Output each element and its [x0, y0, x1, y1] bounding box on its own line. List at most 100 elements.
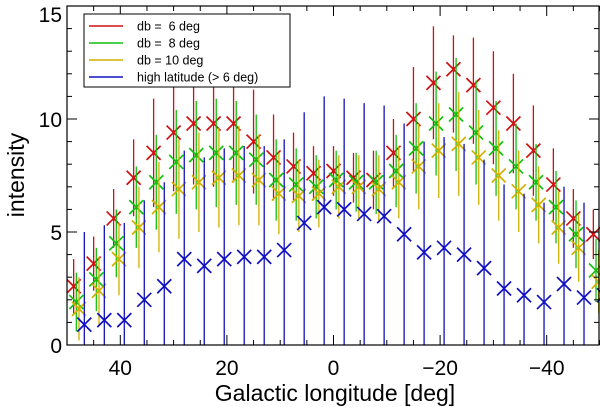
data-point	[465, 77, 482, 93]
x-tick-label: 40	[109, 357, 132, 380]
data-point	[408, 140, 424, 156]
data-point	[468, 124, 484, 141]
data-point	[471, 149, 487, 166]
series-4	[76, 96, 600, 345]
y-tick-label: 15	[39, 4, 62, 27]
data-point	[311, 185, 327, 202]
data-point	[525, 143, 541, 159]
data-point	[476, 260, 492, 276]
data-point	[576, 289, 592, 306]
data-point	[505, 115, 521, 132]
data-point	[451, 136, 467, 152]
data-point	[448, 106, 464, 123]
data-point	[91, 283, 107, 299]
data-point	[156, 278, 172, 294]
data-point	[251, 172, 267, 188]
data-point	[548, 199, 564, 215]
data-point	[385, 145, 402, 161]
y-tick-label: 0	[50, 335, 62, 358]
data-point	[511, 183, 527, 199]
data-point	[116, 312, 132, 328]
data-point	[265, 149, 282, 166]
data-point	[345, 170, 362, 186]
data-point	[276, 242, 292, 258]
x-tick-label: −20	[422, 357, 458, 380]
x-axis-title: Galactic longitude [deg]	[215, 380, 455, 406]
data-point	[556, 276, 572, 292]
data-point	[436, 240, 452, 256]
data-point	[445, 61, 462, 77]
y-tick-label: 5	[50, 222, 62, 245]
data-point	[356, 206, 372, 222]
data-point	[528, 174, 544, 190]
data-point	[128, 199, 144, 215]
data-point	[516, 287, 532, 303]
data-point	[188, 147, 204, 163]
data-point	[431, 143, 447, 159]
data-point	[585, 226, 600, 242]
data-point	[191, 174, 207, 190]
legend-label: db = 6 deg	[137, 20, 200, 34]
data-point	[325, 163, 342, 179]
data-point	[96, 312, 112, 328]
data-point	[291, 188, 307, 204]
y-tick-label: 10	[39, 109, 62, 132]
data-point	[136, 292, 152, 308]
data-point	[491, 167, 507, 184]
data-point	[216, 251, 232, 267]
data-point	[71, 301, 87, 317]
data-point	[376, 208, 392, 224]
data-point	[111, 251, 127, 267]
y-axis-title: intensity	[3, 132, 29, 217]
data-point	[108, 235, 124, 251]
data-point	[351, 179, 367, 195]
data-point	[231, 167, 247, 184]
legend-label: db = 8 deg	[137, 37, 200, 51]
data-point	[256, 249, 272, 265]
data-point	[168, 154, 184, 170]
data-point	[411, 158, 427, 175]
data-point	[106, 210, 122, 227]
data-point	[348, 174, 364, 190]
x-tick-label: 20	[215, 357, 238, 380]
data-point	[571, 240, 587, 256]
legend: db = 6 deg db = 8 deg db = 10 deg high lati…	[83, 13, 291, 88]
data-point	[245, 133, 262, 150]
data-point	[456, 246, 472, 263]
data-point	[285, 158, 302, 175]
data-point	[416, 244, 432, 260]
data-point	[508, 158, 524, 175]
data-point	[67, 278, 82, 294]
data-point	[176, 251, 192, 267]
data-point	[185, 115, 202, 132]
data-point	[196, 258, 212, 274]
data-point	[485, 100, 502, 116]
data-point	[371, 181, 387, 197]
legend-label: db = 10 deg	[137, 54, 203, 68]
data-point	[391, 174, 407, 190]
data-point	[211, 170, 227, 186]
data-point	[126, 170, 142, 186]
data-point	[76, 317, 92, 333]
data-point	[531, 197, 547, 213]
data-point	[396, 226, 412, 242]
legend-label: high latitude (> 6 deg)	[137, 71, 258, 85]
data-point	[148, 174, 164, 190]
data-point	[228, 145, 244, 161]
data-point	[296, 215, 312, 231]
data-point	[568, 226, 584, 242]
data-point	[428, 115, 444, 132]
data-point	[305, 165, 322, 181]
series-2	[68, 57, 600, 332]
data-point	[331, 179, 347, 195]
data-point	[151, 199, 167, 215]
data-point	[171, 181, 187, 197]
data-point	[248, 152, 264, 168]
data-point	[496, 280, 512, 297]
data-point	[551, 219, 567, 236]
data-point	[405, 111, 422, 127]
series-1	[67, 26, 600, 314]
data-point	[146, 145, 162, 161]
data-point	[86, 256, 102, 272]
